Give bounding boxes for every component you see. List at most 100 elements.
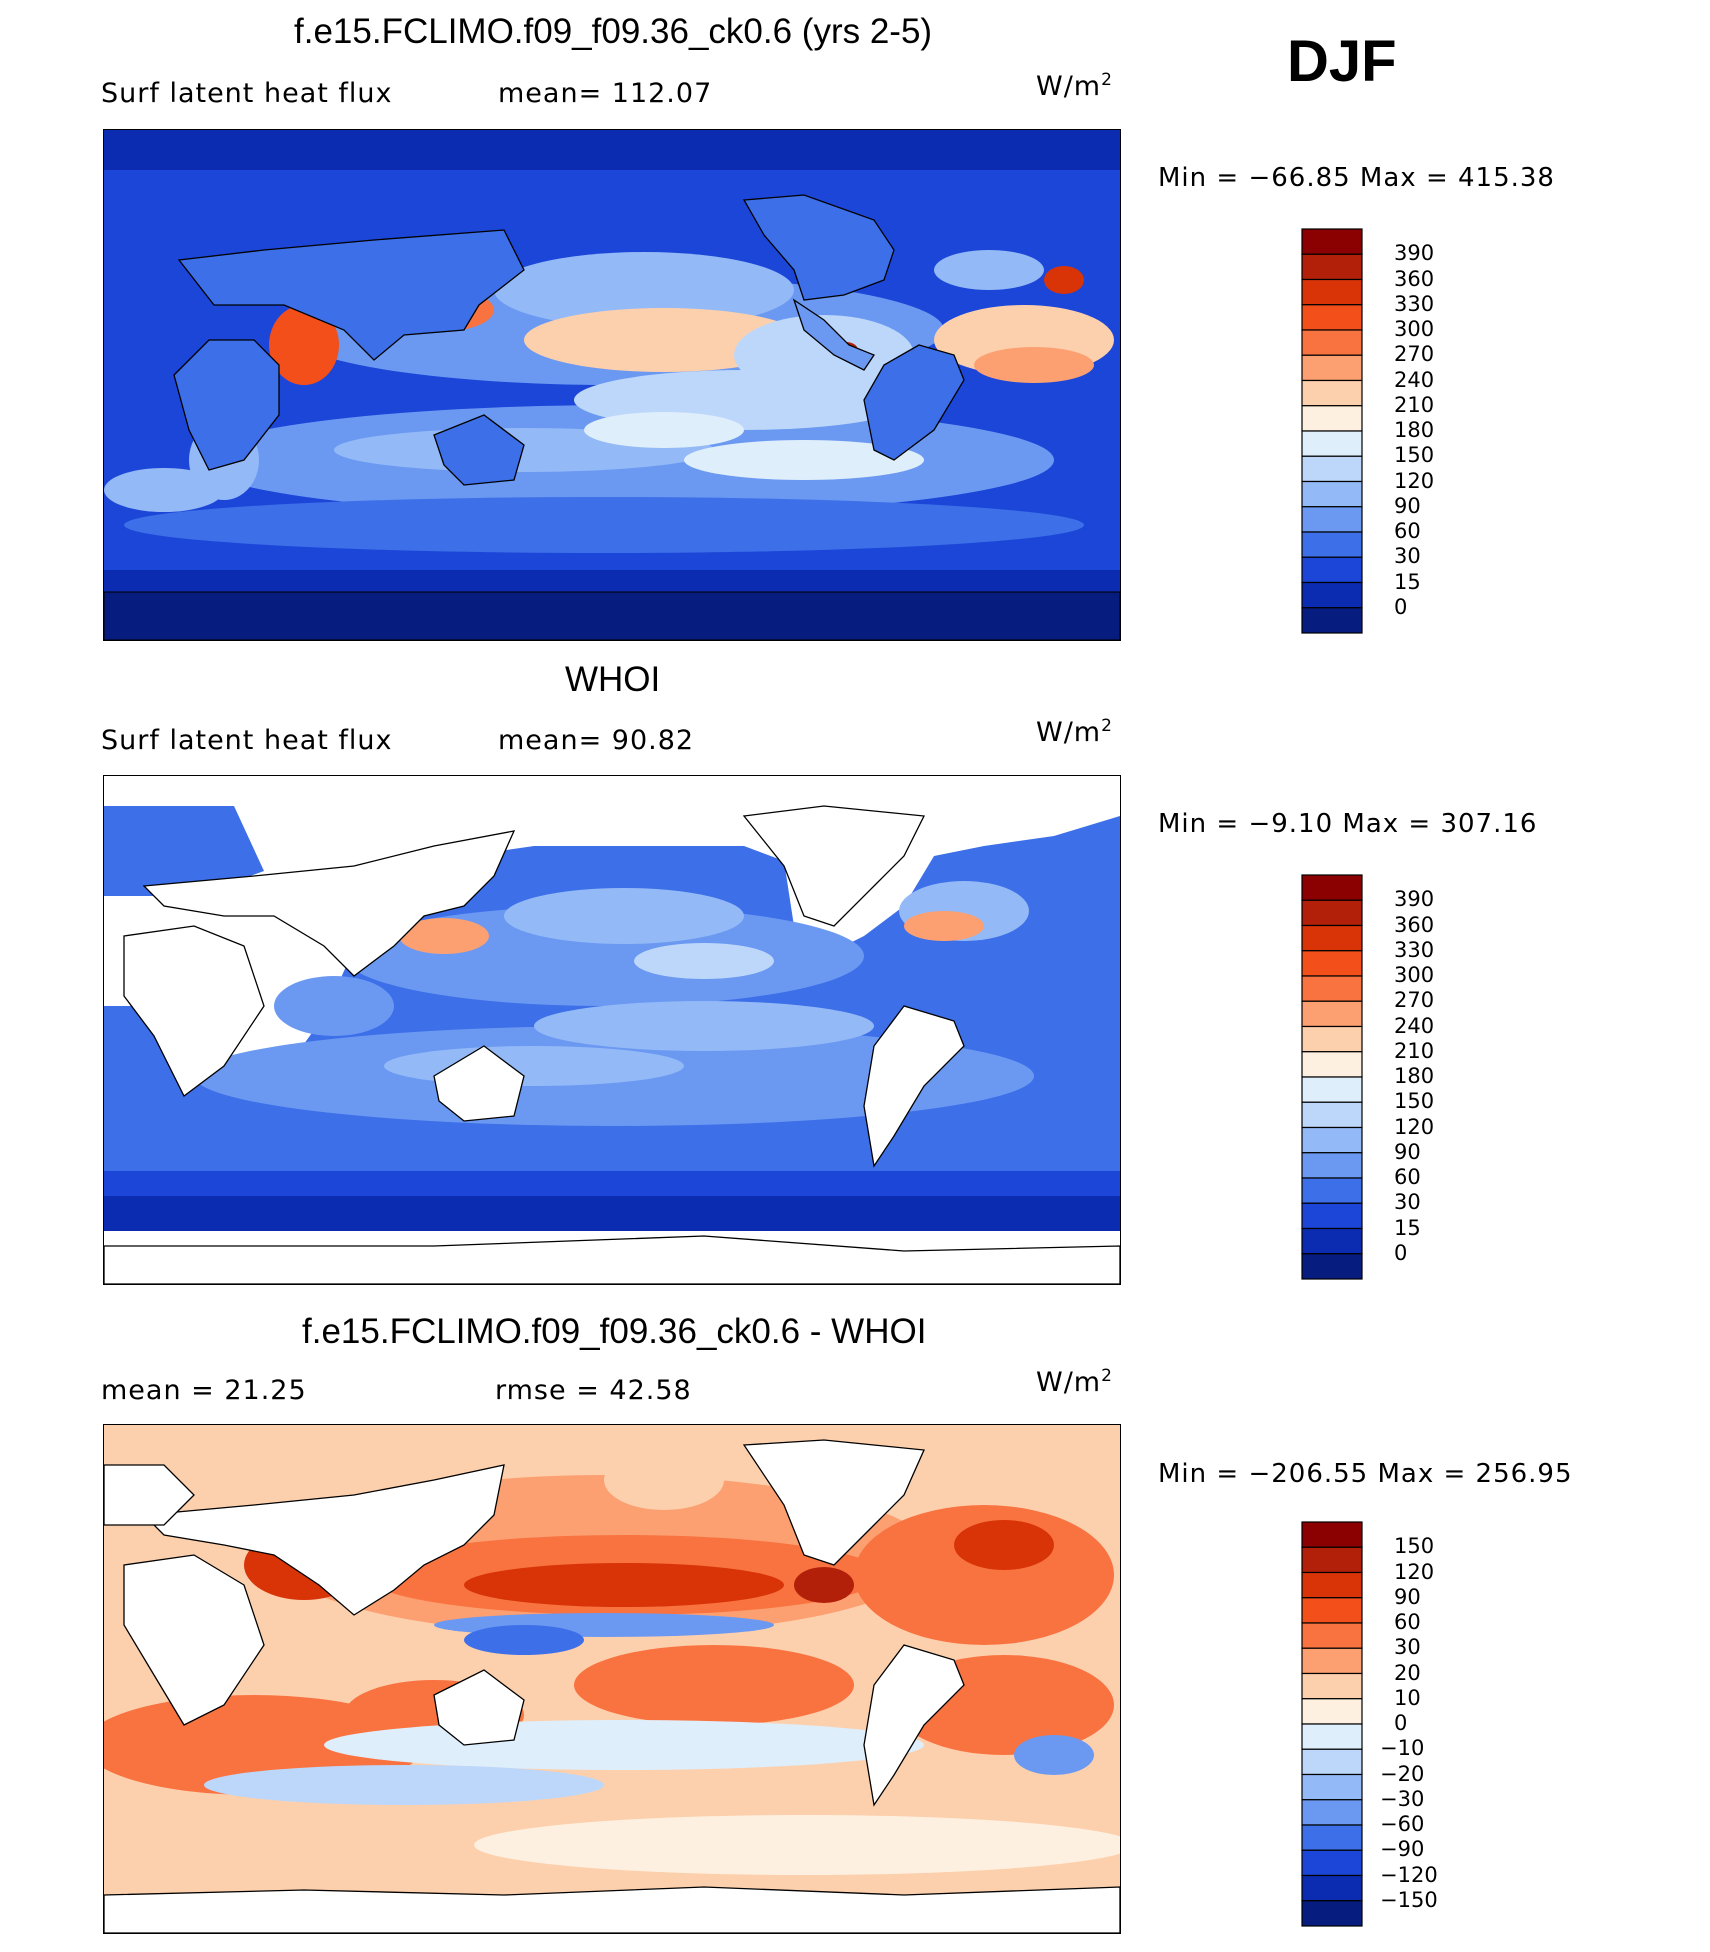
colorbar-tick-label: 60 [1394,1610,1421,1634]
colorbar-tick-label: −10 [1380,1736,1425,1761]
colorbar-swatch [1301,1101,1363,1129]
colorbar-tick-label: 30 [1394,1635,1421,1660]
colorbar-swatch [1301,405,1363,432]
colorbar-tick-label: 180 [1394,1064,1435,1088]
colorbar-swatch [1301,253,1363,281]
colorbar-swatch [1301,329,1363,356]
colorbar-tick-label: 60 [1394,519,1421,543]
colorbar-tick-label: −30 [1380,1786,1425,1811]
colorbar-swatch [1301,1253,1363,1280]
colorbar-swatch [1301,1597,1363,1624]
colorbar-tick-label: 0 [1394,1711,1408,1735]
panel2-units: W/m2 [1036,716,1113,748]
colorbar-swatch [1301,1874,1363,1902]
colorbar-tick-label: 180 [1394,418,1435,442]
panel3-rmse: rmse = 42.58 [495,1375,692,1406]
panel3-map [103,1424,1121,1934]
colorbar-swatch [1301,531,1363,558]
colorbar-swatch [1301,1900,1363,1927]
colorbar-tick-label: 90 [1394,1584,1421,1609]
colorbar-swatch [1301,1076,1363,1103]
colorbar-tick-label: 300 [1394,963,1435,987]
colorbar-swatch [1301,379,1363,407]
colorbar-swatch [1301,975,1363,1002]
colorbar-swatch [1301,1799,1363,1826]
colorbar-tick-label: 240 [1394,367,1435,392]
colorbar-swatch [1301,228,1363,255]
colorbar-tick-label: 90 [1394,493,1421,518]
colorbar-swatch [1301,556,1363,584]
colorbar-swatch [1301,1000,1363,1028]
colorbar-swatch [1301,1647,1363,1675]
colorbar-tick-label: 210 [1394,392,1435,417]
season-label: DJF [1287,29,1397,94]
colorbar-tick-label: 15 [1394,569,1421,594]
colorbar-swatch [1301,1521,1363,1548]
colorbar-swatch [1301,1748,1363,1776]
colorbar-swatch [1301,1723,1363,1750]
colorbar-tick-label: 270 [1394,342,1435,367]
colorbar-swatch [1301,354,1363,382]
colorbar-tick-label: 0 [1394,594,1408,619]
panel1-units: W/m2 [1036,70,1113,102]
colorbar-swatch [1301,1571,1363,1599]
panel1-variable-label: Surf latent heat flux [101,78,393,109]
panel1-colorbar-labels: 390 360 330 300 270 240 210 180 150 120 … [1380,227,1460,637]
colorbar-swatch [1301,1849,1363,1877]
colorbar-tick-label: 390 [1394,241,1435,266]
panel2-map [103,775,1121,1285]
colorbar-tick-label: 120 [1394,1559,1435,1584]
panel2-mean: mean= 90.82 [498,725,695,756]
colorbar-tick-label: 150 [1394,1534,1435,1559]
colorbar-tick-label: 0 [1394,1240,1408,1265]
colorbar-swatch [1301,607,1363,634]
colorbar-swatch [1301,1698,1363,1725]
colorbar-swatch [1301,874,1363,901]
panel3-field [104,1425,1120,1933]
colorbar-swatch [1301,899,1363,927]
colorbar-swatch [1301,1546,1363,1574]
colorbar-swatch [1301,1773,1363,1801]
colorbar-tick-label: 90 [1394,1139,1421,1164]
panel2-colorbar-labels: 390 360 330 300 270 240 210 180 150 120 … [1380,873,1460,1283]
colorbar-swatch [1301,1202,1363,1230]
panel2-title: WHOI [565,660,661,699]
panel3-colorbar [1301,1521,1363,1927]
colorbar-tick-label: −120 [1380,1862,1438,1887]
colorbar-tick-label: 20 [1394,1660,1421,1685]
colorbar-tick-label: −150 [1380,1887,1438,1912]
colorbar-swatch [1301,1177,1363,1204]
colorbar-tick-label: 360 [1394,266,1435,291]
colorbar-tick-label: 15 [1394,1215,1421,1240]
panel2-min-max: Min = −9.10 Max = 307.16 [1158,809,1538,839]
colorbar-tick-label: 330 [1394,291,1435,316]
colorbar-tick-label: 120 [1394,468,1435,493]
panel1-title: f.e15.FCLIMO.f09_f09.36_ck0.6 (yrs 2-5) [294,12,933,51]
panel3-min-max: Min = −206.55 Max = 256.95 [1158,1459,1573,1489]
panel3-mean: mean = 21.25 [101,1375,307,1406]
colorbar-tick-label: 300 [1394,317,1435,341]
colorbar-swatch [1301,1152,1363,1179]
colorbar-swatch [1301,1025,1363,1053]
colorbar-tick-label: −90 [1380,1837,1425,1862]
colorbar-swatch [1301,1227,1363,1255]
colorbar-swatch [1301,1824,1363,1851]
colorbar-tick-label: 150 [1394,1089,1435,1114]
colorbar-tick-label: 30 [1394,544,1421,569]
panel1-min-max: Min = −66.85 Max = 415.38 [1158,163,1555,193]
panel2-colorbar [1301,874,1363,1280]
colorbar-tick-label: −60 [1380,1812,1425,1836]
colorbar-tick-label: −20 [1380,1761,1425,1786]
colorbar-swatch [1301,506,1363,533]
panel2-field [104,776,1120,1284]
colorbar-swatch [1301,950,1363,977]
panel1-field [104,130,1120,640]
panel3-colorbar-labels: 150 120 90 60 30 20 10 0 −10 −20 −30 −60… [1380,1520,1470,1930]
colorbar-swatch [1301,924,1363,952]
panel3-title: f.e15.FCLIMO.f09_f09.36_ck0.6 - WHOI [302,1312,927,1351]
colorbar-swatch [1301,1672,1363,1700]
colorbar-tick-label: 210 [1394,1038,1435,1063]
colorbar-tick-label: 30 [1394,1190,1421,1215]
colorbar-tick-label: 270 [1394,988,1435,1013]
colorbar-tick-label: 390 [1394,887,1435,912]
